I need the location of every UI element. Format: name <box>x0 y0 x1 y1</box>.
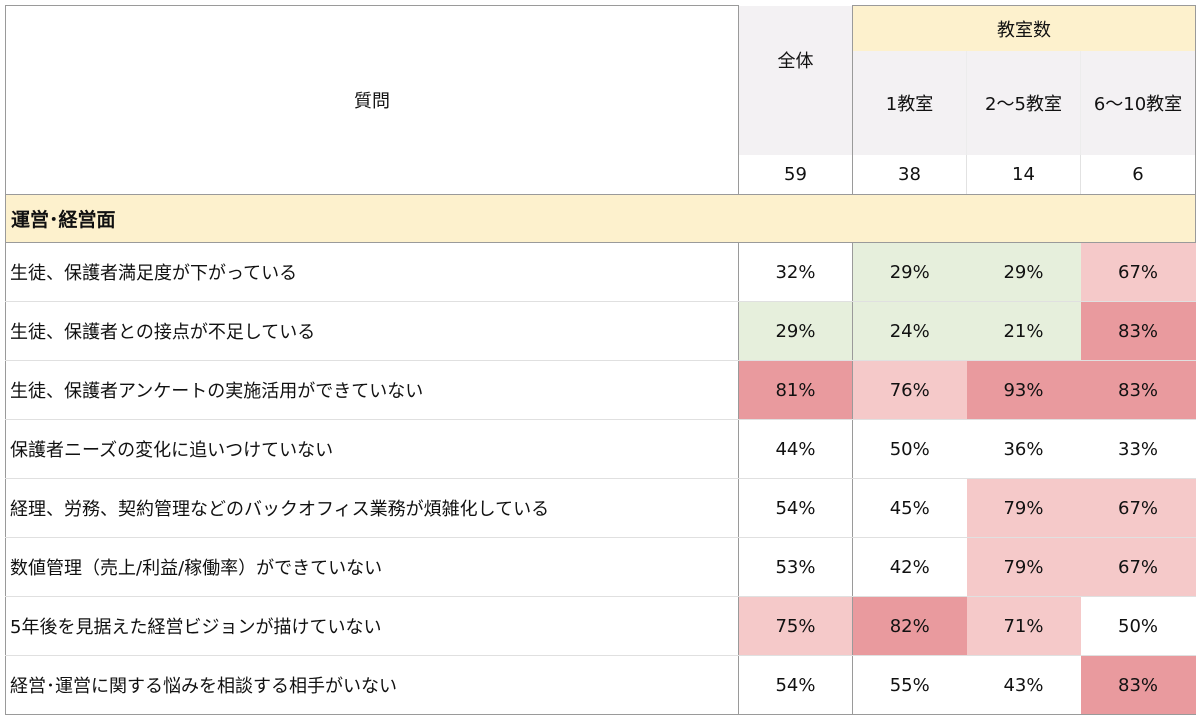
column-header-1: 1教室 <box>852 51 967 155</box>
value-cell: 55% <box>852 655 967 715</box>
value-cell: 79% <box>966 537 1081 597</box>
value-cell: 24% <box>852 301 967 361</box>
value-cell: 54% <box>738 478 853 538</box>
value-cell: 82% <box>852 596 967 656</box>
value-cell: 79% <box>966 478 1081 538</box>
header-row-group: 質問 全体 教室数 <box>5 5 1197 195</box>
table-row: 生徒、保護者との接点が不足している 29% 24% 21% 83% <box>5 301 1196 361</box>
total-column-header: 全体 <box>738 5 853 155</box>
value-cell: 29% <box>738 301 853 361</box>
question-cell: 生徒、保護者満足度が下がっている <box>5 242 739 302</box>
question-column-header: 質問 <box>5 5 739 195</box>
section-title: 運営･経営面 <box>4 194 1197 243</box>
table-row: 数値管理（売上/利益/稼働率）ができていない 53% 42% 79% 67% <box>5 537 1196 597</box>
value-cell: 29% <box>852 242 967 302</box>
count-row: 59 38 14 6 <box>6 155 1197 195</box>
table-row: 5年後を見据えた経営ビジョンが描けていない 75% 82% 71% 50% <box>5 596 1196 656</box>
count-col-3: 6 <box>1079 155 1197 195</box>
value-cell: 67% <box>1080 242 1196 302</box>
column-header-3: 6〜10教室 <box>1079 51 1197 155</box>
table-row: 生徒、保護者アンケートの実施活用ができていない 81% 76% 93% 83% <box>5 360 1196 420</box>
table-row: 保護者ニーズの変化に追いつけていない 44% 50% 36% 33% <box>5 419 1196 479</box>
value-cell: 50% <box>1080 596 1196 656</box>
value-cell: 53% <box>738 537 853 597</box>
value-cell: 33% <box>1080 419 1196 479</box>
value-cell: 83% <box>1080 655 1196 715</box>
value-cell: 32% <box>738 242 853 302</box>
question-cell: 5年後を見据えた経営ビジョンが描けていない <box>5 596 739 656</box>
value-cell: 83% <box>1080 301 1196 361</box>
value-cell: 71% <box>966 596 1081 656</box>
section-row: 運営･経営面 <box>4 194 1197 243</box>
table-row: 生徒、保護者満足度が下がっている 32% 29% 29% 67% <box>5 242 1196 302</box>
question-cell: 経理、労務、契約管理などのバックオフィス業務が煩雑化している <box>5 478 739 538</box>
value-cell: 44% <box>738 419 853 479</box>
value-cell: 81% <box>738 360 853 420</box>
question-cell: 生徒、保護者との接点が不足している <box>5 301 739 361</box>
classroom-count-group-header: 教室数 <box>852 5 1197 51</box>
question-cell: 経営･運営に関する悩みを相談する相手がいない <box>5 655 739 715</box>
count-total: 59 <box>738 155 853 195</box>
table-row: 経理、労務、契約管理などのバックオフィス業務が煩雑化している 54% 45% 79% 6… <box>5 478 1196 538</box>
value-cell: 54% <box>738 655 853 715</box>
value-cell: 93% <box>966 360 1081 420</box>
header-row-sub: 1教室 2〜5教室 6〜10教室 <box>6 51 1197 155</box>
table-row: 経営･運営に関する悩みを相談する相手がいない 54% 55% 43% 83% <box>5 655 1196 715</box>
value-cell: 36% <box>966 419 1081 479</box>
count-col-2: 14 <box>966 155 1081 195</box>
value-cell: 50% <box>852 419 967 479</box>
question-cell: 生徒、保護者アンケートの実施活用ができていない <box>5 360 739 420</box>
value-cell: 29% <box>966 242 1081 302</box>
value-cell: 67% <box>1080 537 1196 597</box>
value-cell: 67% <box>1080 478 1196 538</box>
value-cell: 43% <box>966 655 1081 715</box>
value-cell: 42% <box>852 537 967 597</box>
value-cell: 21% <box>966 301 1081 361</box>
question-cell: 保護者ニーズの変化に追いつけていない <box>5 419 739 479</box>
survey-table-container: 質問 全体 教室数 1教室 2〜5教室 6〜10教室 59 38 14 6 運営… <box>4 5 1197 715</box>
value-cell: 76% <box>852 360 967 420</box>
question-cell: 数値管理（売上/利益/稼働率）ができていない <box>5 537 739 597</box>
column-header-2: 2〜5教室 <box>966 51 1081 155</box>
value-cell: 75% <box>738 596 853 656</box>
value-cell: 83% <box>1080 360 1196 420</box>
survey-table: 質問 全体 教室数 1教室 2〜5教室 6〜10教室 59 38 14 6 運営… <box>4 5 1197 715</box>
value-cell: 45% <box>852 478 967 538</box>
count-col-1: 38 <box>852 155 967 195</box>
